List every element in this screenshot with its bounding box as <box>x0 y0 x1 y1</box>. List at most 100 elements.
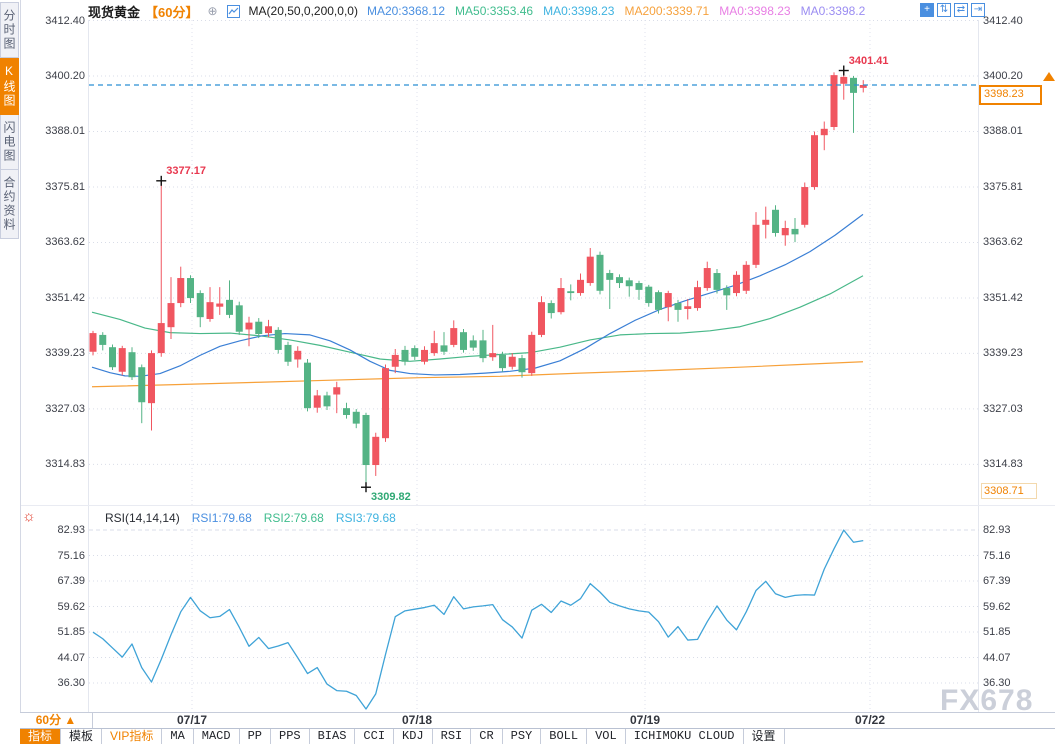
axis-scale-right-icon[interactable]: ⇄ <box>954 3 968 17</box>
price-label-right: 3327.03 <box>983 402 1023 415</box>
candle <box>235 301 243 335</box>
scroll-to-latest-icon[interactable]: ⇥ <box>971 3 985 17</box>
price-label-left: 3327.03 <box>45 402 85 415</box>
candle <box>157 180 165 357</box>
price-label-left: 3363.62 <box>45 236 85 249</box>
toolbar-tab-KDJ[interactable]: KDJ <box>394 729 433 744</box>
toolbar-tab-CR[interactable]: CR <box>471 729 503 744</box>
rsi-label-left: 44.07 <box>57 651 85 664</box>
price-label-right: 3375.81 <box>983 181 1023 193</box>
candle <box>274 327 282 354</box>
candle <box>655 290 662 314</box>
sidebar-tab-闪电图[interactable]: 闪电图 <box>0 115 19 170</box>
candle <box>859 80 867 93</box>
candle <box>109 344 116 370</box>
candle <box>206 287 214 322</box>
ma20-line <box>91 213 864 377</box>
candle <box>538 296 545 338</box>
candle <box>772 205 779 237</box>
rsi-value-label: RSI2:79.68 <box>263 511 324 525</box>
date-label-07/22: 07/22 <box>854 713 886 727</box>
toolbar-tab-BIAS[interactable]: BIAS <box>310 729 356 744</box>
candle <box>713 268 721 294</box>
rsi-label-left: 36.30 <box>57 677 85 690</box>
current-price-badge: 3398.23 <box>979 85 1042 105</box>
date-label-07/18: 07/18 <box>401 713 433 727</box>
circle-plus-icon[interactable]: ⊕ <box>207 4 218 18</box>
toolbar-tab-设置[interactable]: 设置 <box>744 729 785 744</box>
candle <box>820 121 828 151</box>
candle <box>830 72 838 131</box>
rsi-value-label: RSI1:79.68 <box>191 511 252 525</box>
sidebar-tab-分时图[interactable]: 分时图 <box>0 2 19 58</box>
toolbar-tab-CCI[interactable]: CCI <box>355 729 395 744</box>
toolbar-tab-PPS[interactable]: PPS <box>271 729 310 744</box>
candle <box>625 277 633 297</box>
candle <box>635 280 643 300</box>
candle <box>362 412 370 488</box>
candle <box>791 217 799 243</box>
axis-scale-up-icon[interactable]: ⇅ <box>937 3 951 17</box>
toolbar-tab-ICHIMOKU CLOUD[interactable]: ICHIMOKU CLOUD <box>626 729 744 744</box>
period-label[interactable]: 【60分】 <box>145 4 199 20</box>
rsi-label-left: 51.85 <box>57 626 85 638</box>
toolbar-tab-模板[interactable]: 模板 <box>61 729 103 744</box>
price-label-right: 3412.40 <box>983 14 1023 27</box>
period-selector[interactable]: 60分 ▲ <box>20 713 93 728</box>
price-label-left: 3412.40 <box>45 14 85 27</box>
candle <box>118 345 126 376</box>
toolbar-tab-PP[interactable]: PP <box>240 729 271 744</box>
sidebar-tab-K线图[interactable]: K线图 <box>0 58 19 115</box>
candle <box>694 280 701 311</box>
candle <box>138 364 146 424</box>
candle <box>596 251 604 295</box>
price-label-left: 3339.23 <box>45 347 85 360</box>
candle <box>752 212 760 269</box>
rsi-header: RSI(14,14,14) RSI1:79.68 RSI2:79.68 RSI3:7… <box>105 511 396 525</box>
candle <box>313 389 321 413</box>
fx678-watermark: FX678 <box>940 684 1034 717</box>
toolbar-tab-VOL[interactable]: VOL <box>587 729 626 744</box>
toolbar-tab-RSI[interactable]: RSI <box>433 729 472 744</box>
candle <box>577 273 584 296</box>
ma-values: MA20:3368.12 MA50:3353.46 MA0:3398.23 MA200… <box>367 4 865 18</box>
candle <box>489 324 497 361</box>
low-price-label: 3308.71 <box>981 483 1037 499</box>
crosshair-pan-icon[interactable]: + <box>920 3 934 17</box>
rsi-name[interactable]: RSI(14,14,14) <box>105 511 180 525</box>
candle <box>450 320 458 348</box>
toolbar-tab-指标[interactable]: 指标 <box>20 729 62 744</box>
line-chart-icon[interactable] <box>226 4 240 18</box>
chart-header: 现货黄金 【60分】 ⊕ MA(20,50,0,200,0,0) MA20:33… <box>88 3 865 20</box>
toolbar-tab-MACD[interactable]: MACD <box>194 729 240 744</box>
ma200-line <box>91 361 864 388</box>
toolbar-tab-PSY[interactable]: PSY <box>503 729 542 744</box>
candle <box>411 345 419 360</box>
candle <box>187 275 194 304</box>
ma50-line <box>91 275 864 362</box>
sidebar-tab-合约资料[interactable]: 合约资料 <box>0 170 19 239</box>
candle <box>304 359 311 412</box>
candle <box>284 341 292 366</box>
candle <box>606 269 614 309</box>
ma-settings-label[interactable]: MA(20,50,0,200,0,0) <box>248 4 358 18</box>
price-label-right: 3314.83 <box>983 458 1023 471</box>
rsi-label-left: 75.16 <box>57 549 85 562</box>
candle <box>99 332 107 351</box>
candle <box>391 349 399 374</box>
toolbar-tab-VIP指标[interactable]: VIP指标 <box>102 729 163 744</box>
candle <box>567 284 575 301</box>
candle <box>528 331 536 376</box>
indicator-settings-icon[interactable]: ☼ <box>22 508 36 525</box>
candle <box>850 76 857 133</box>
extreme-price-label: 3309.82 <box>371 491 411 504</box>
price-label-left: 3388.01 <box>45 125 85 138</box>
candle <box>469 335 477 351</box>
rsi-line <box>92 529 864 710</box>
toolbar-tab-MA[interactable]: MA <box>162 729 194 744</box>
candle <box>177 266 185 308</box>
candle <box>586 248 594 286</box>
toolbar-tab-BOLL[interactable]: BOLL <box>541 729 588 744</box>
